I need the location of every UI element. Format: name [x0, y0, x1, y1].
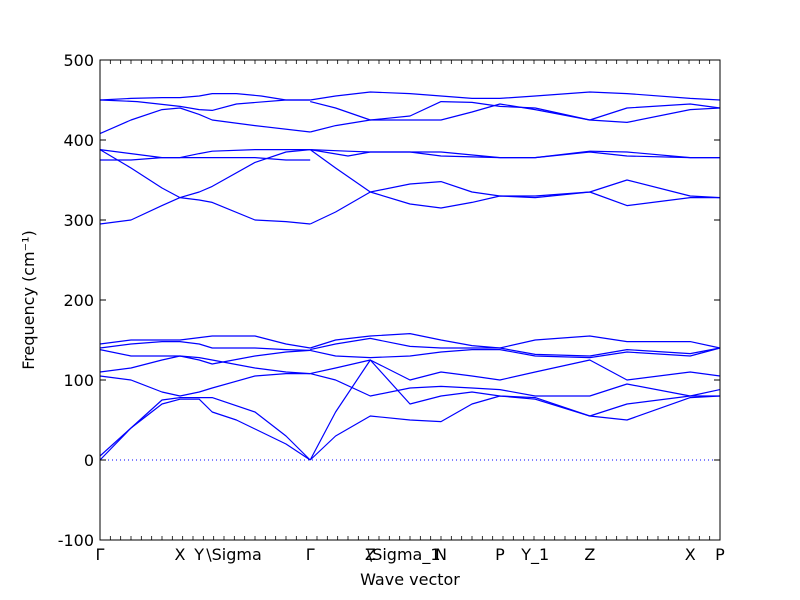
band-line-25	[310, 359, 721, 381]
y-tick-label: 500	[63, 51, 94, 70]
x-tick-label: \Sigma	[206, 545, 262, 564]
x-tick-label: N	[435, 545, 447, 564]
x-tick-label: P	[715, 545, 725, 564]
band-line-13	[99, 397, 311, 461]
band-line-4	[99, 149, 311, 159]
x-axis-ticks: Γ X Y \Sigma Γ Z\Sigma_1N P Y_1 Z X P	[96, 60, 725, 565]
band-line-1	[99, 92, 311, 101]
y-tick-label: 0	[84, 451, 94, 470]
band-line-3	[99, 107, 311, 135]
x-tick-label: Y	[193, 545, 204, 564]
band-line-27	[309, 359, 720, 461]
band-line-16	[310, 100, 721, 121]
band-line-22	[310, 333, 721, 349]
band-line-10	[99, 349, 311, 365]
band-line-23	[310, 337, 721, 357]
x-tick-label: Z	[584, 545, 595, 564]
x-tick-label: P	[495, 545, 505, 564]
band-line-5	[100, 157, 311, 161]
band-line-2	[99, 99, 311, 112]
x-tick-label: \Sigma_1	[367, 545, 441, 565]
x-axis-label: Wave vector	[360, 570, 460, 589]
band-line-20	[309, 179, 721, 225]
x-tick-label: Γ	[96, 545, 105, 564]
band-line-19	[310, 149, 720, 159]
y-tick-label: 400	[63, 131, 94, 150]
y-axis-label: Frequency (cm⁻¹)	[19, 230, 38, 369]
plot-area-frame	[99, 59, 721, 541]
y-tick-label: 300	[63, 211, 94, 230]
band-line-8	[99, 335, 311, 349]
series-lines	[99, 91, 721, 461]
band-line-21	[309, 149, 720, 209]
band-line-26	[310, 373, 721, 397]
band-line-24	[310, 347, 721, 359]
band-line-11	[99, 355, 311, 375]
band-line-15	[310, 91, 721, 101]
band-line-12	[99, 373, 311, 397]
band-line-9	[99, 341, 311, 351]
x-tick-label: X	[174, 545, 185, 564]
band-line-28	[309, 395, 721, 461]
y-tick-label: -100	[58, 531, 94, 550]
y-tick-label: 100	[63, 371, 94, 390]
y-axis-ticks: -100 0 100 200 300 400 500	[58, 51, 720, 550]
x-tick-label: Γ	[306, 545, 315, 564]
y-tick-label: 200	[63, 291, 94, 310]
band-line-7	[99, 149, 311, 225]
x-tick-label: Z	[365, 545, 376, 564]
x-tick-label: Y_1	[520, 545, 549, 565]
band-line-6	[99, 149, 311, 225]
band-line-14	[99, 398, 311, 461]
x-tick-label: X	[685, 545, 696, 564]
band-line-17	[310, 103, 721, 133]
